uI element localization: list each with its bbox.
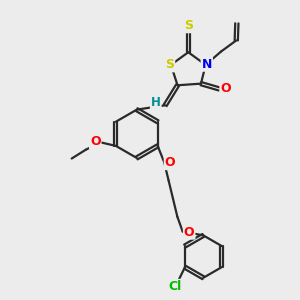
Text: Cl: Cl (168, 280, 182, 293)
Text: O: O (184, 226, 194, 239)
Text: O: O (220, 82, 231, 95)
Text: S: S (184, 19, 193, 32)
Text: N: N (202, 58, 212, 71)
Text: O: O (90, 135, 101, 148)
Text: O: O (165, 156, 175, 169)
Text: S: S (165, 58, 174, 71)
Text: H: H (151, 96, 161, 109)
